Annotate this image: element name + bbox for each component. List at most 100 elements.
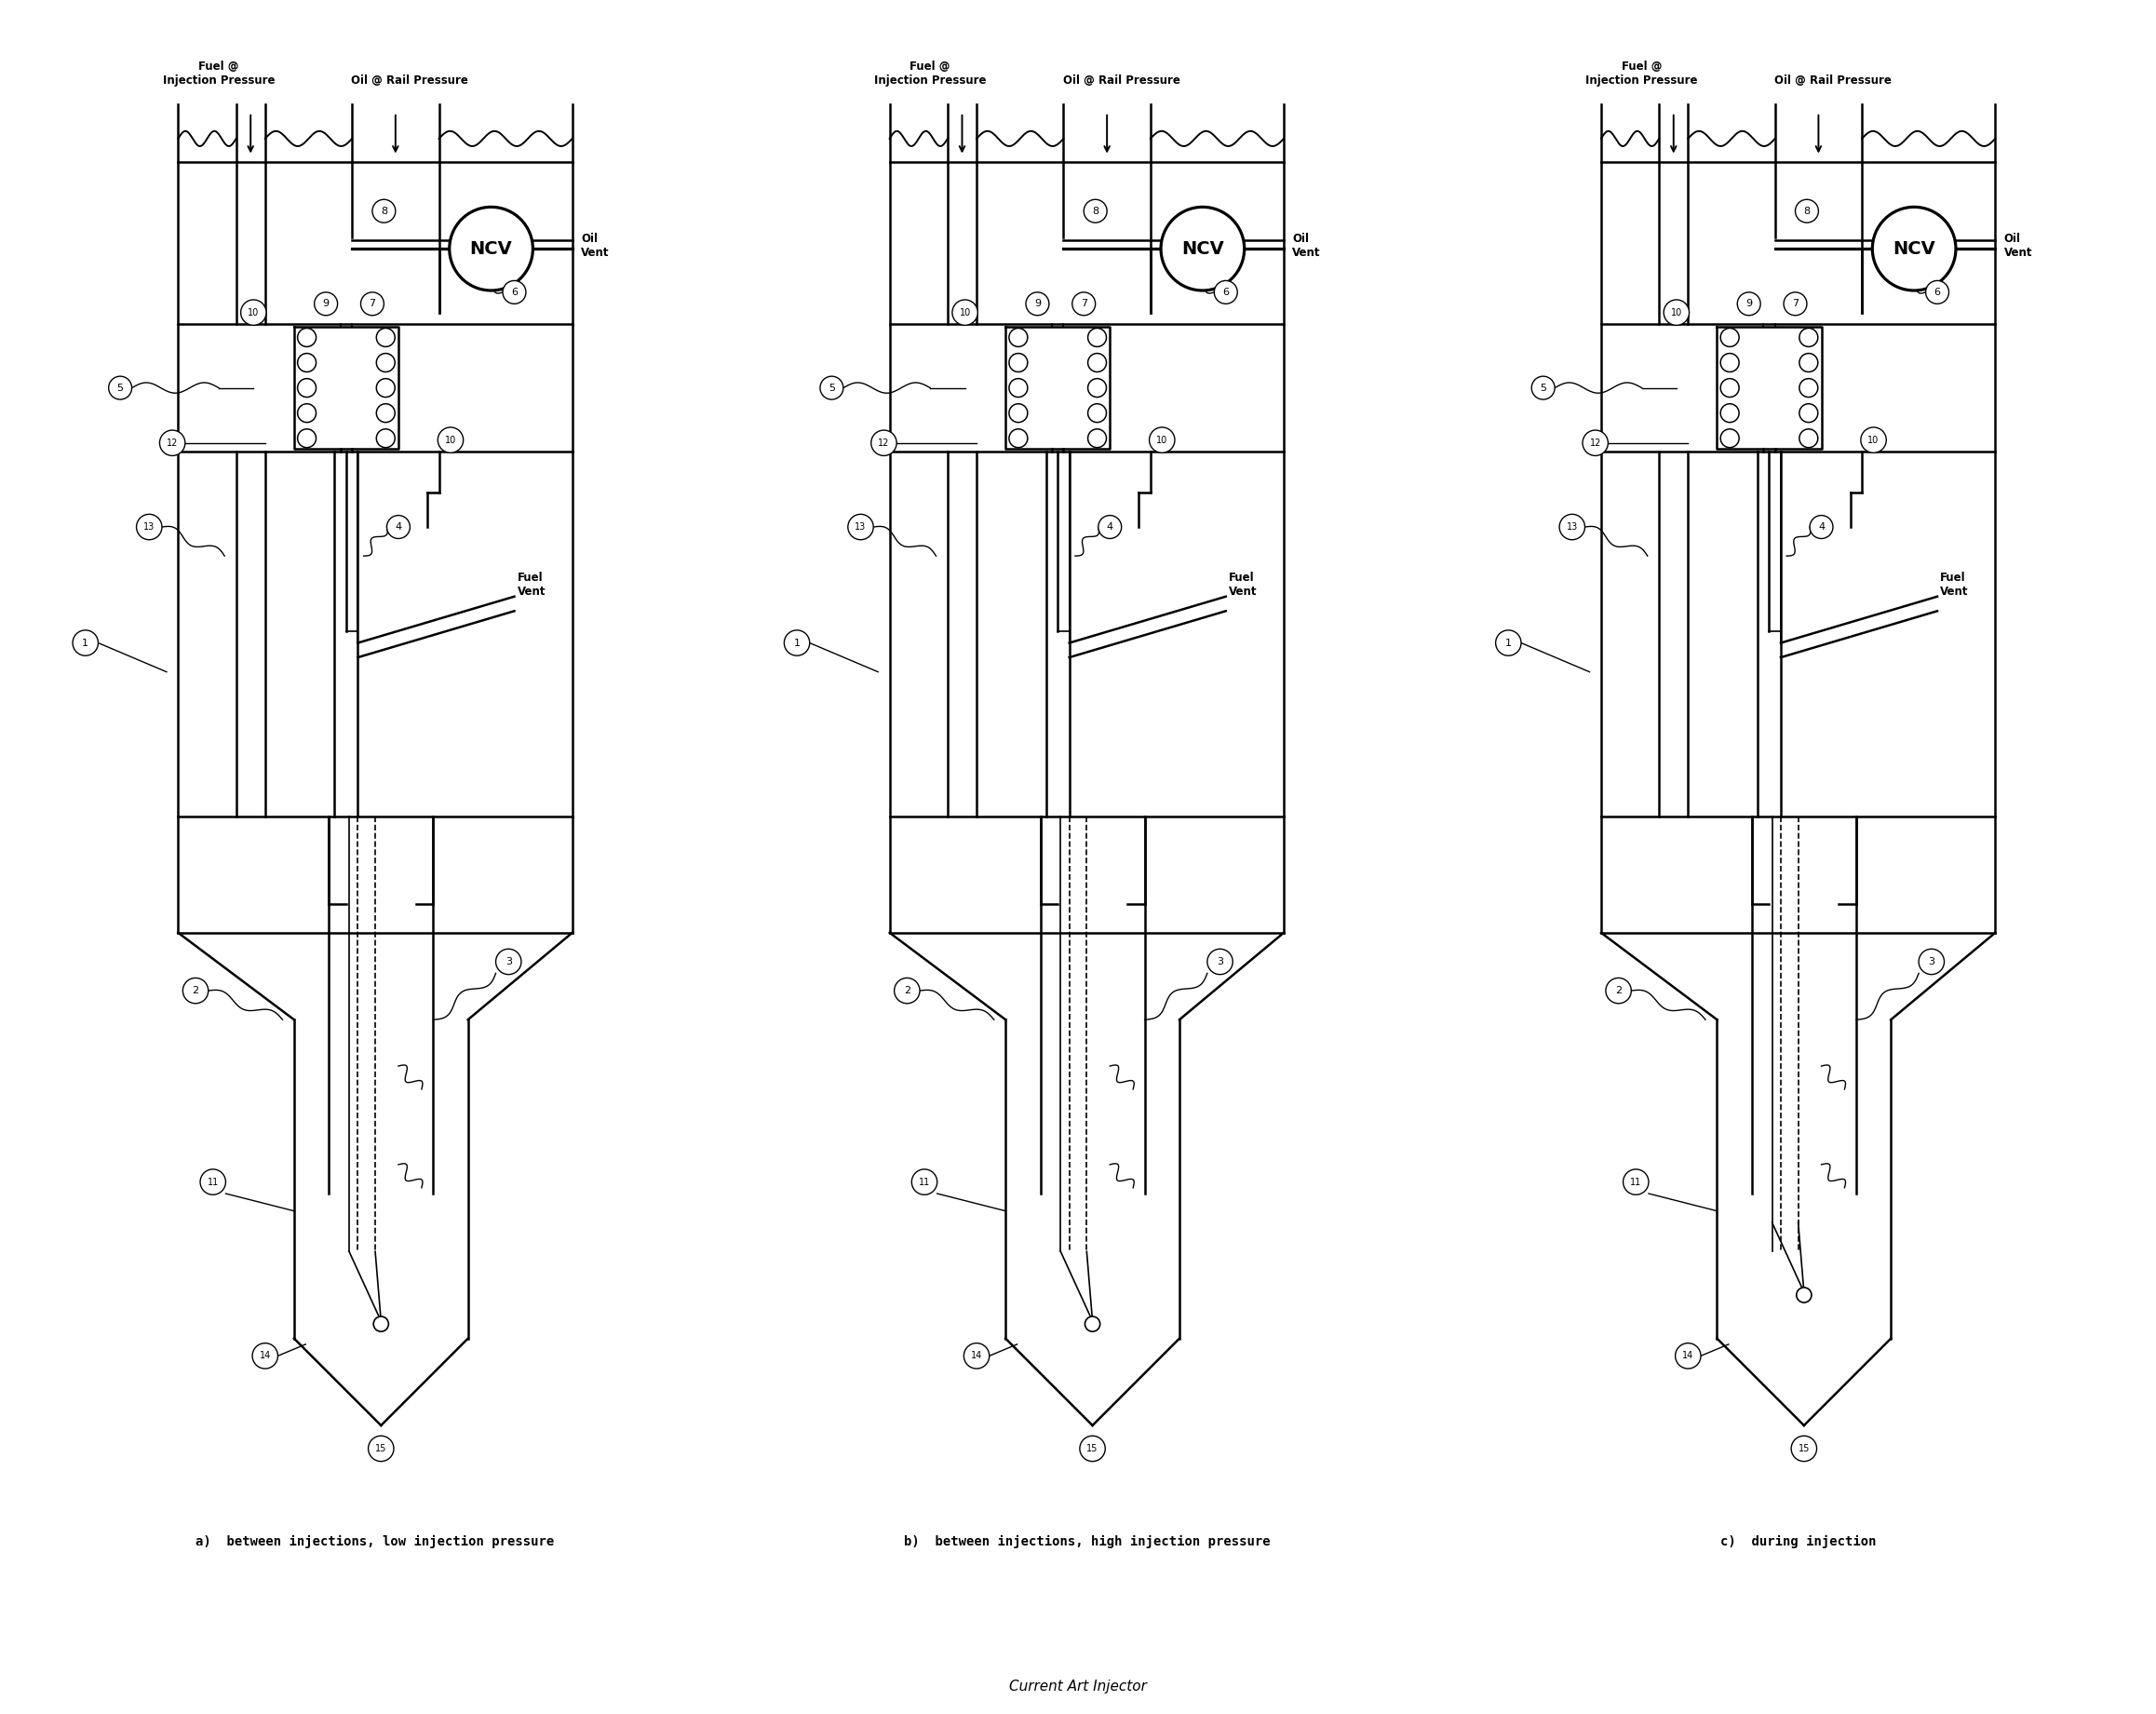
- Text: 5: 5: [116, 384, 123, 393]
- Text: Fuel @
Injection Pressure: Fuel @ Injection Pressure: [873, 60, 985, 86]
- Circle shape: [1072, 291, 1095, 315]
- Text: 2: 2: [1615, 986, 1621, 996]
- Circle shape: [73, 631, 99, 656]
- Circle shape: [912, 1169, 938, 1195]
- Text: 4: 4: [395, 523, 401, 531]
- Circle shape: [1925, 281, 1949, 303]
- Circle shape: [373, 1316, 388, 1332]
- Circle shape: [315, 291, 338, 315]
- Circle shape: [819, 377, 843, 399]
- Circle shape: [1861, 427, 1886, 452]
- Circle shape: [1792, 1436, 1818, 1462]
- Text: 2: 2: [192, 986, 198, 996]
- Circle shape: [502, 281, 526, 303]
- Circle shape: [1097, 516, 1121, 538]
- Text: Oil
Vent: Oil Vent: [2003, 233, 2033, 259]
- Circle shape: [373, 199, 395, 223]
- Circle shape: [160, 430, 185, 456]
- Circle shape: [360, 291, 384, 315]
- Text: 3: 3: [1216, 956, 1222, 967]
- Circle shape: [1160, 207, 1244, 290]
- Text: c)  during injection: c) during injection: [1720, 1534, 1876, 1548]
- Circle shape: [1664, 300, 1688, 326]
- Text: 2: 2: [903, 986, 910, 996]
- Text: Fuel @
Injection Pressure: Fuel @ Injection Pressure: [1585, 60, 1697, 86]
- Circle shape: [1871, 207, 1955, 290]
- Text: 15: 15: [1087, 1443, 1097, 1453]
- Text: Fuel @
Injection Pressure: Fuel @ Injection Pressure: [162, 60, 274, 86]
- Circle shape: [1084, 1316, 1100, 1332]
- Text: 1: 1: [82, 638, 88, 648]
- Text: 15: 15: [375, 1443, 386, 1453]
- Text: Oil
Vent: Oil Vent: [1291, 233, 1322, 259]
- Circle shape: [964, 1344, 990, 1368]
- Text: 12: 12: [877, 439, 890, 447]
- Text: Oil @ Rail Pressure: Oil @ Rail Pressure: [351, 74, 468, 86]
- Text: 11: 11: [207, 1178, 218, 1186]
- Text: Fuel
Vent: Fuel Vent: [1229, 572, 1257, 598]
- Circle shape: [201, 1169, 226, 1195]
- Text: 6: 6: [1934, 288, 1940, 297]
- Text: 8: 8: [382, 206, 388, 216]
- Text: 3: 3: [505, 956, 511, 967]
- Text: 1: 1: [1505, 638, 1511, 648]
- Circle shape: [1606, 979, 1632, 1003]
- Text: Current Art Injector: Current Art Injector: [1009, 1680, 1147, 1693]
- Text: 5: 5: [828, 384, 834, 393]
- Text: 7: 7: [1792, 300, 1798, 309]
- Text: 9: 9: [1746, 300, 1753, 309]
- Circle shape: [1084, 199, 1106, 223]
- Circle shape: [847, 514, 873, 540]
- Circle shape: [1809, 516, 1833, 538]
- Text: 7: 7: [1080, 300, 1087, 309]
- Circle shape: [1919, 950, 1945, 975]
- Circle shape: [183, 979, 209, 1003]
- Text: b)  between injections, high injection pressure: b) between injections, high injection pr…: [903, 1534, 1270, 1548]
- Circle shape: [1623, 1169, 1649, 1195]
- Circle shape: [1531, 377, 1554, 399]
- Text: 10: 10: [1671, 309, 1682, 317]
- Circle shape: [1783, 291, 1807, 315]
- Text: Fuel
Vent: Fuel Vent: [517, 572, 545, 598]
- Text: 10: 10: [1156, 435, 1169, 444]
- Text: 3: 3: [1927, 956, 1934, 967]
- Text: a)  between injections, low injection pressure: a) between injections, low injection pre…: [196, 1534, 554, 1548]
- Circle shape: [136, 514, 162, 540]
- Text: 5: 5: [1539, 384, 1546, 393]
- Circle shape: [1080, 1436, 1106, 1462]
- Text: 11: 11: [1630, 1178, 1641, 1186]
- Text: NCV: NCV: [470, 240, 513, 257]
- Text: 6: 6: [1222, 288, 1229, 297]
- Text: 12: 12: [166, 439, 179, 447]
- Circle shape: [386, 516, 410, 538]
- Circle shape: [369, 1436, 395, 1462]
- Text: 10: 10: [959, 309, 970, 317]
- Circle shape: [1559, 514, 1585, 540]
- Circle shape: [1214, 281, 1238, 303]
- Circle shape: [953, 300, 977, 326]
- Text: 10: 10: [1867, 435, 1880, 444]
- Circle shape: [496, 950, 522, 975]
- Text: 4: 4: [1106, 523, 1112, 531]
- Text: 14: 14: [970, 1351, 983, 1361]
- Text: 9: 9: [323, 300, 330, 309]
- Circle shape: [241, 300, 265, 326]
- Circle shape: [871, 430, 897, 456]
- Circle shape: [1675, 1344, 1701, 1368]
- Text: 15: 15: [1798, 1443, 1809, 1453]
- Text: 9: 9: [1035, 300, 1041, 309]
- Text: 1: 1: [793, 638, 800, 648]
- Text: 10: 10: [444, 435, 457, 444]
- Circle shape: [1796, 1287, 1811, 1303]
- Text: 6: 6: [511, 288, 517, 297]
- Text: NCV: NCV: [1181, 240, 1225, 257]
- Text: 7: 7: [369, 300, 375, 309]
- Text: 8: 8: [1093, 206, 1100, 216]
- Text: 4: 4: [1818, 523, 1824, 531]
- Circle shape: [1026, 291, 1050, 315]
- Text: Oil
Vent: Oil Vent: [580, 233, 610, 259]
- Circle shape: [252, 1344, 278, 1368]
- Circle shape: [108, 377, 132, 399]
- Circle shape: [1149, 427, 1175, 452]
- Circle shape: [448, 207, 533, 290]
